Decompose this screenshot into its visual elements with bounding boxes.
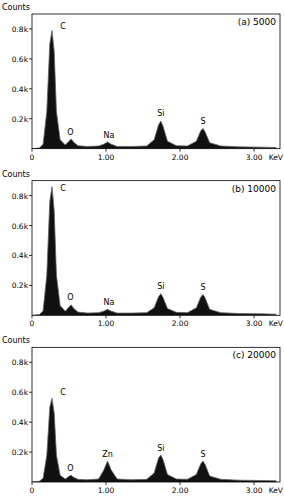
peak-label: S	[200, 117, 205, 126]
x-tick	[180, 315, 181, 318]
peak-label: Si	[157, 444, 164, 453]
y-tick-label: 0.8k	[12, 25, 29, 34]
spectrum-line	[32, 187, 276, 316]
y-tick	[29, 285, 32, 286]
panel-title: (a) 5000	[238, 17, 277, 27]
x-tick	[32, 149, 33, 152]
peak-label: S	[200, 450, 205, 459]
y-tick-label: 0.4k	[12, 251, 29, 260]
y-tick-label: 0.2k	[12, 448, 29, 457]
plot-area	[32, 398, 276, 482]
x-tick-label: 3.00	[246, 153, 263, 162]
x-tick	[180, 149, 181, 152]
peak-label: O	[67, 128, 73, 137]
x-tick-label: 1.00	[98, 486, 115, 495]
y-axis-label: Counts	[2, 336, 30, 345]
y-tick-label: 0.8k	[12, 192, 29, 201]
x-tick	[254, 315, 255, 318]
figure: 0.2k 0.4k 0.6k 0.8k 0 1.00 2.00 3.00 Counts KeV (a…	[0, 0, 284, 500]
y-tick	[29, 452, 32, 453]
y-tick	[29, 225, 32, 226]
y-tick	[29, 118, 32, 119]
x-tick-label: 1.00	[98, 319, 115, 328]
plot-area	[32, 187, 276, 316]
peak-label: Na	[104, 298, 115, 307]
x-axis-label: KeV	[269, 486, 284, 495]
y-tick-label: 0.6k	[12, 55, 29, 64]
y-tick-label: 0.6k	[12, 222, 29, 231]
x-axis-label: KeV	[269, 319, 284, 328]
x-tick	[180, 482, 181, 485]
y-tick-label: 0.2k	[12, 281, 29, 290]
y-tick	[29, 362, 32, 363]
x-tick-label: 1.00	[98, 153, 115, 162]
y-tick-label: 0.8k	[12, 358, 29, 367]
x-tick-label: 2.00	[172, 153, 189, 162]
area-fill	[32, 398, 276, 482]
peak-label: Si	[157, 282, 164, 291]
frame	[32, 14, 280, 149]
x-tick	[254, 482, 255, 485]
x-tick	[106, 315, 107, 318]
plot-area	[32, 30, 276, 148]
peak-label: C	[60, 184, 66, 193]
y-tick	[29, 28, 32, 29]
spectrum-line	[32, 30, 276, 148]
x-tick-label: 0	[30, 486, 35, 495]
panel: 0.2k 0.4k 0.6k 0.8k 0 1.00 2.00 3.00 Counts KeV (a…	[2, 3, 284, 162]
x-tick	[254, 149, 255, 152]
y-tick-label: 0.6k	[12, 388, 29, 397]
peak-label: C	[60, 388, 66, 397]
y-tick	[29, 88, 32, 89]
x-tick	[32, 482, 33, 485]
x-tick-label: 0	[30, 319, 35, 328]
peak-label: O	[67, 293, 73, 302]
peak-label: O	[67, 464, 73, 473]
x-tick-label: 3.00	[246, 486, 263, 495]
y-tick-label: 0.4k	[12, 418, 29, 427]
area-fill	[32, 187, 276, 316]
y-tick-label: 0.4k	[12, 85, 29, 94]
y-tick	[29, 195, 32, 196]
x-tick-label: 3.00	[246, 319, 263, 328]
x-axis-label: KeV	[269, 153, 284, 162]
peak-label: Na	[104, 131, 115, 140]
y-axis-label: Counts	[2, 170, 30, 179]
y-tick	[29, 392, 32, 393]
spectrum-line	[32, 398, 276, 482]
panel-title: (c) 20000	[233, 350, 277, 360]
area-fill	[32, 30, 276, 148]
x-tick	[106, 149, 107, 152]
x-tick	[32, 315, 33, 318]
y-tick	[29, 58, 32, 59]
x-tick-label: 2.00	[172, 319, 189, 328]
panel: 0.2k 0.4k 0.6k 0.8k 0 1.00 2.00 3.00 Counts KeV (b…	[2, 170, 284, 329]
peak-label: S	[200, 283, 205, 292]
x-tick-label: 0	[30, 153, 35, 162]
y-axis-label: Counts	[2, 3, 30, 12]
peak-label: Si	[157, 109, 164, 118]
frame	[32, 347, 280, 482]
peak-label: Zn	[102, 450, 113, 459]
x-tick	[106, 482, 107, 485]
y-tick-label: 0.2k	[12, 115, 29, 124]
frame	[32, 181, 280, 316]
peak-label: C	[60, 22, 66, 31]
y-tick	[29, 255, 32, 256]
panel: 0.2k 0.4k 0.6k 0.8k 0 1.00 2.00 3.00 Counts KeV (c…	[2, 336, 284, 495]
panel-title: (b) 10000	[232, 184, 277, 194]
x-tick-label: 2.00	[172, 486, 189, 495]
y-tick	[29, 422, 32, 423]
